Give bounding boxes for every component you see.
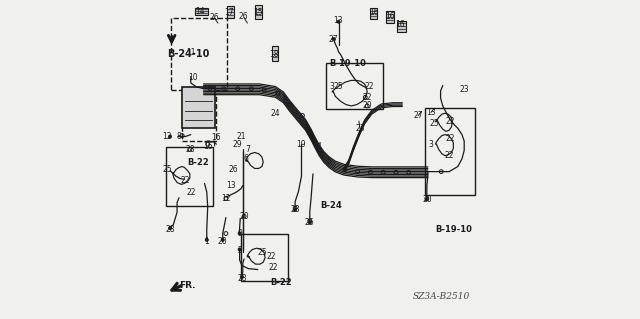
Text: 22: 22 (365, 82, 374, 91)
Text: 4: 4 (317, 142, 322, 151)
Text: 26: 26 (228, 165, 238, 174)
Text: 25: 25 (333, 82, 343, 91)
Text: B-22: B-22 (188, 158, 209, 167)
Text: 16: 16 (203, 142, 212, 151)
Text: 20: 20 (422, 195, 431, 204)
Text: 22: 22 (445, 117, 455, 126)
Text: 16: 16 (385, 12, 394, 21)
Text: 26: 26 (239, 12, 248, 21)
Text: 22: 22 (186, 188, 196, 197)
Text: 22: 22 (362, 93, 372, 102)
Bar (227, 6, 234, 18)
Circle shape (337, 20, 340, 23)
Text: 22: 22 (180, 176, 190, 185)
Bar (272, 46, 278, 61)
Text: 22: 22 (444, 151, 454, 160)
Text: 27: 27 (328, 35, 338, 44)
Text: 25: 25 (257, 248, 267, 257)
Text: 28: 28 (237, 274, 246, 283)
Bar (255, 5, 262, 19)
Text: 21: 21 (236, 132, 246, 141)
Text: 12: 12 (221, 194, 230, 203)
Text: B-19-10: B-19-10 (330, 59, 367, 68)
Circle shape (240, 275, 243, 278)
Text: 23: 23 (460, 85, 469, 94)
Text: 13: 13 (227, 181, 236, 190)
Text: 2: 2 (237, 246, 242, 255)
Bar (241, 234, 288, 281)
Text: 16: 16 (369, 8, 378, 17)
Text: 11: 11 (186, 48, 196, 57)
Circle shape (238, 232, 241, 235)
Text: 14: 14 (196, 7, 205, 16)
Bar (171, 18, 227, 90)
Text: 20: 20 (218, 237, 227, 246)
Circle shape (332, 37, 335, 41)
Text: 16: 16 (396, 20, 405, 29)
Text: 26: 26 (210, 13, 220, 22)
Circle shape (425, 198, 428, 201)
Text: 17: 17 (224, 8, 234, 17)
Text: 13: 13 (333, 16, 343, 25)
Text: B-24-10: B-24-10 (168, 49, 210, 59)
Text: 12: 12 (162, 132, 172, 141)
Text: 20: 20 (239, 212, 249, 221)
Circle shape (238, 248, 241, 251)
Text: SZ3A-B2510: SZ3A-B2510 (413, 292, 470, 301)
Text: 28: 28 (165, 225, 175, 234)
Text: 7: 7 (245, 145, 250, 154)
Text: 26: 26 (305, 218, 315, 227)
Circle shape (308, 221, 312, 224)
Circle shape (294, 208, 297, 211)
Text: 28: 28 (291, 205, 300, 214)
Text: 16: 16 (211, 133, 221, 142)
Bar (424, 108, 475, 195)
Text: 10: 10 (188, 73, 198, 82)
Text: FR.: FR. (179, 281, 195, 290)
Text: 29: 29 (232, 140, 242, 149)
Text: 3: 3 (429, 140, 433, 149)
Text: 23: 23 (355, 124, 365, 133)
Text: 3: 3 (330, 82, 335, 91)
Circle shape (221, 238, 224, 241)
Text: 27: 27 (413, 111, 423, 120)
Circle shape (168, 135, 172, 138)
Text: B-19-10: B-19-10 (435, 225, 472, 234)
Text: 22: 22 (267, 252, 276, 261)
Text: 5: 5 (326, 157, 332, 166)
Text: 13: 13 (426, 108, 436, 117)
Circle shape (205, 238, 209, 241)
Bar (182, 87, 215, 128)
Text: 8: 8 (177, 132, 181, 141)
Text: 9: 9 (237, 229, 242, 238)
Text: B-24: B-24 (320, 201, 342, 210)
Circle shape (168, 226, 172, 230)
Text: 1: 1 (204, 237, 209, 246)
Text: 15: 15 (253, 8, 262, 17)
Bar (397, 20, 406, 32)
Text: 20: 20 (362, 101, 372, 110)
Bar (182, 94, 216, 141)
Text: 22: 22 (269, 263, 278, 272)
Text: 24: 24 (271, 109, 280, 118)
Bar (385, 11, 394, 23)
Text: 19: 19 (297, 140, 307, 149)
Text: 25: 25 (162, 165, 172, 174)
Text: 6: 6 (244, 154, 248, 163)
Text: 28: 28 (185, 145, 195, 154)
Text: 18: 18 (269, 50, 278, 59)
Text: 25: 25 (429, 119, 439, 128)
Bar (195, 8, 208, 15)
Bar (326, 63, 383, 109)
Bar (166, 147, 214, 206)
Bar (370, 8, 377, 19)
Text: B-22: B-22 (271, 278, 292, 287)
Text: 22: 22 (445, 134, 455, 143)
